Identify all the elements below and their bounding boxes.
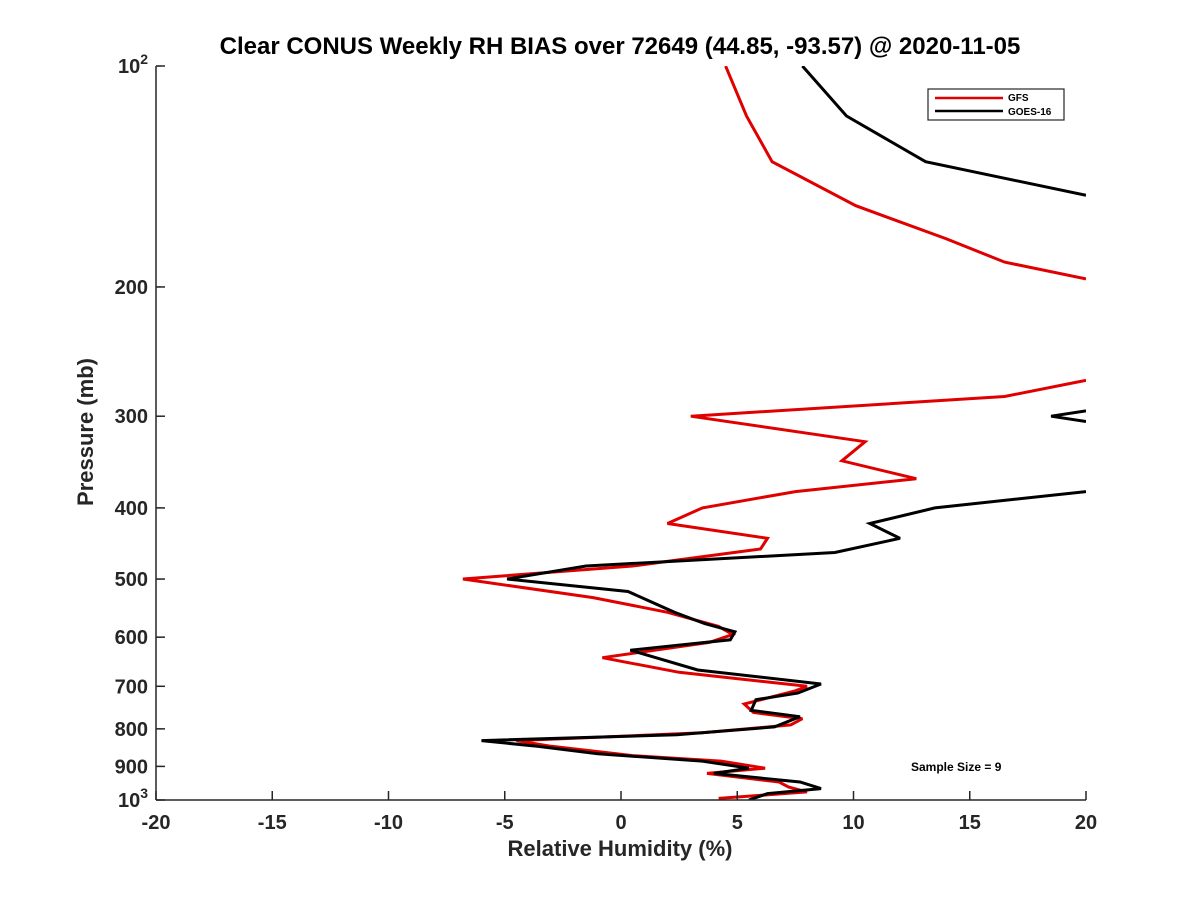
series-line-goes-16-0 — [801, 66, 1086, 197]
y-tick-label: 900 — [115, 756, 148, 778]
x-tick-label: 20 — [1075, 812, 1097, 834]
y-tick-label: 200 — [115, 277, 148, 299]
y-tick-label: 600 — [115, 627, 148, 649]
y-tick-label: 103 — [118, 785, 148, 812]
series-line-gfs-1 — [462, 378, 1086, 800]
series-line-goes-16-2 — [481, 490, 1086, 800]
series-line-gfs-0 — [724, 66, 1086, 281]
legend-label-goes16: GOES-16 — [1008, 107, 1052, 118]
y-tick-label: 700 — [115, 676, 148, 698]
x-tick-label: -10 — [374, 812, 403, 834]
x-tick-label: 0 — [615, 812, 626, 834]
x-tick-label: -15 — [258, 812, 287, 834]
chart-title: Clear CONUS Weekly RH BIAS over 72649 (4… — [220, 33, 1021, 60]
sample-size-annotation: Sample Size = 9 — [911, 760, 1002, 774]
series-line-goes-16-1 — [1050, 409, 1086, 423]
x-tick-label: 15 — [959, 812, 981, 834]
series-goes-16 — [481, 66, 1086, 800]
legend-box — [927, 88, 1065, 121]
x-axis-label: Relative Humidity (%) — [508, 836, 733, 861]
y-tick-label: 400 — [115, 498, 148, 520]
y-tick-label: 500 — [115, 569, 148, 591]
y-tick-label: 102 — [118, 51, 148, 78]
axes-layer: -20 -15 -10 -5 0 5 10 15 20 102 200 300 400 500 600 700… — [115, 51, 1098, 834]
y-axis-label: Pressure (mb) — [73, 358, 98, 506]
series-gfs — [462, 66, 1086, 800]
legend-label-gfs: GFS — [1008, 93, 1029, 104]
x-tick-label: -20 — [142, 812, 171, 834]
y-tick-label: 800 — [115, 719, 148, 741]
legend: GFS GOES-16 — [927, 88, 1065, 121]
x-tick-label: 10 — [842, 812, 864, 834]
x-tick-label: 5 — [732, 812, 743, 834]
y-tick-label: 300 — [115, 406, 148, 428]
x-tick-label: -5 — [496, 812, 514, 834]
series-layer — [462, 66, 1086, 800]
